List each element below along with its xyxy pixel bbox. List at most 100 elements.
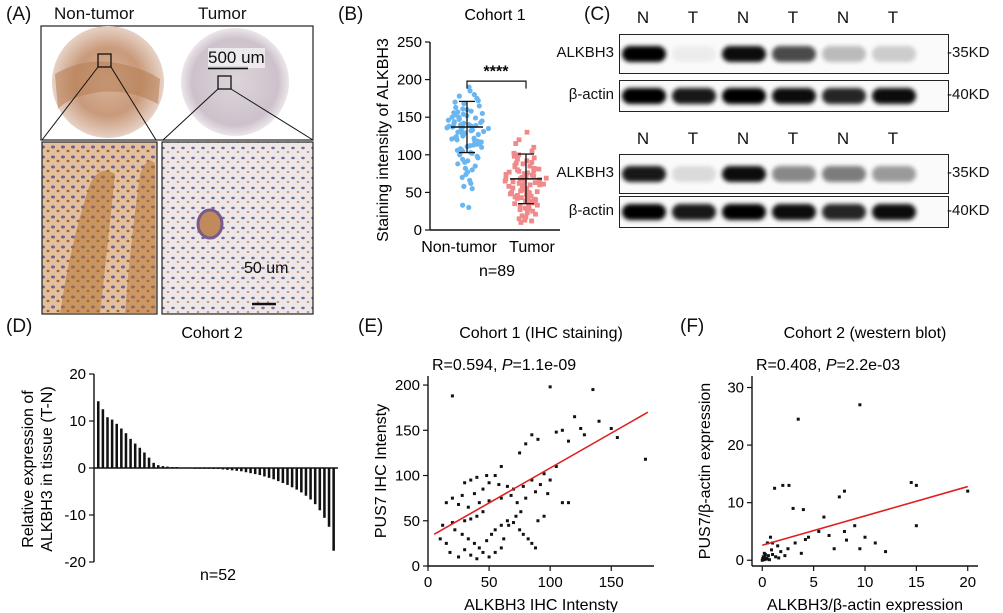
panel-d-bar: [304, 468, 308, 496]
tumor-point: [536, 166, 542, 172]
panel-e-point: [546, 492, 550, 496]
tumor-core: [181, 28, 289, 136]
blot-row-label: ALKBH3: [556, 164, 614, 181]
panel-b-ylabel: Staining intensity of ALKBH3: [375, 38, 392, 242]
panel-d-bar: [263, 468, 266, 477]
panel-f-point: [909, 481, 913, 485]
non-tumor-point: [469, 186, 475, 192]
panel-f-point: [863, 535, 867, 539]
lane-label: N: [836, 129, 850, 148]
panel-e-point: [485, 539, 489, 543]
panel-d-bar: [189, 467, 192, 469]
panel-e-point: [515, 501, 519, 505]
panel-e-point: [499, 496, 503, 500]
tumor-point: [506, 169, 512, 175]
non-tumor-point: [468, 180, 474, 186]
panel-e-point: [530, 433, 534, 437]
tumor-point: [534, 189, 540, 195]
panel-d-bar: [323, 468, 326, 518]
panel-f-point: [801, 508, 805, 512]
non-tumor-point: [485, 125, 492, 132]
non-tumor-point: [468, 108, 474, 114]
panel-f-point: [873, 541, 877, 545]
non-tumor-point: [453, 104, 459, 111]
tumor-point: [516, 152, 522, 158]
tumor-point: [517, 207, 523, 213]
panel-e-point: [481, 510, 485, 514]
panel-e-xtick-label: 150: [599, 574, 624, 591]
blot-band: [672, 166, 716, 182]
panel-e-point: [530, 478, 534, 482]
panel-e-point: [450, 394, 454, 398]
lane-label: T: [787, 129, 799, 148]
panel-d-bar: [272, 468, 275, 480]
non-tumor-point: [456, 93, 462, 99]
non-tumor-point: [469, 150, 475, 156]
panel-f-point: [768, 535, 772, 539]
panel-b-n: n=89: [479, 263, 515, 280]
panel-e-point: [499, 523, 503, 527]
panel-f-point: [761, 555, 765, 559]
panel-d-bar: [157, 465, 160, 468]
tumor-point: [522, 205, 528, 211]
panel-a-tissue-figure: [40, 25, 314, 315]
tumor-point: [507, 191, 513, 197]
panel-e-point: [534, 490, 538, 494]
molecular-weight-label: -35KD: [947, 44, 990, 61]
panel-d-bar: [133, 443, 137, 468]
panel-e-point: [457, 555, 461, 559]
panel-f-point: [842, 529, 846, 533]
panel-e-point: [448, 550, 452, 554]
non-tumor-point: [472, 115, 479, 121]
panel-e-point: [472, 541, 476, 545]
panel-d-bar: [143, 452, 146, 468]
non-tumor-point: [471, 92, 477, 98]
panel-e-point: [534, 546, 538, 550]
panel-e-point: [444, 501, 448, 505]
panel-e-point: [475, 557, 479, 561]
panel-d-bar: [124, 433, 128, 468]
blot-band: [822, 46, 866, 62]
panel-f-point: [771, 552, 775, 556]
panel-e-point: [518, 528, 522, 532]
panel-e-point: [481, 487, 485, 491]
panel-e-point: [615, 436, 619, 440]
lane-label: T: [687, 8, 699, 27]
panel-e-point: [512, 521, 516, 525]
panel-f-label: (F): [680, 316, 705, 337]
actin-blot: [619, 196, 949, 228]
panel-f-point: [765, 557, 769, 561]
panel-d-bar: [240, 468, 243, 472]
panel-e-point: [524, 496, 528, 500]
lane-label: T: [887, 8, 899, 27]
lane-label: N: [836, 8, 850, 27]
panel-f-point: [762, 551, 766, 555]
panel-d-bar: [286, 468, 289, 485]
panel-e-point: [582, 433, 586, 437]
panel-d-bar: [170, 467, 174, 468]
panel-e-stats: R=0.594, P=1.1e-09: [432, 357, 576, 374]
panel-e-point: [499, 464, 503, 468]
panel-f-point: [884, 550, 888, 554]
panel-d-bar: [120, 428, 123, 468]
non-tumor-point: [462, 159, 468, 165]
panel-e-ytick-label: 100: [395, 468, 420, 485]
non-tumor-point: [463, 171, 469, 177]
panel-d-bar: [203, 468, 206, 469]
non-tumor-point: [445, 117, 451, 123]
panel-f-xtick-label: 10: [857, 574, 874, 591]
panel-d-bar: [106, 417, 109, 468]
panel-f-point: [799, 551, 803, 555]
panel-d-bar: [313, 468, 317, 505]
panel-e-point: [566, 501, 570, 505]
panel-d-bar: [217, 468, 220, 469]
tumor-point: [515, 156, 520, 162]
panel-e-point: [487, 499, 491, 503]
non-tumor-point: [456, 116, 462, 123]
panel-e-point: [450, 496, 454, 500]
tumor-point: [511, 150, 517, 156]
non-tumor-point: [455, 161, 461, 167]
panel-e-point: [536, 519, 540, 523]
blot-row-label: ALKBH3: [556, 44, 614, 61]
lane-label: N: [736, 129, 750, 148]
